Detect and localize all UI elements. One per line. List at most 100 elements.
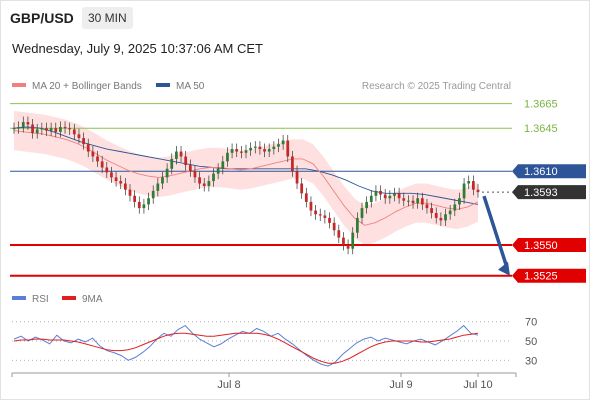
candle-body bbox=[207, 181, 211, 186]
candle-body bbox=[448, 210, 452, 215]
candle-body bbox=[119, 181, 123, 184]
legend-swatch bbox=[12, 83, 26, 88]
candle-body bbox=[72, 129, 76, 135]
timestamp: Wednesday, July 9, 2025 10:37:06 AM CET bbox=[12, 41, 263, 56]
candle-body bbox=[12, 128, 16, 130]
candle-body bbox=[360, 208, 364, 218]
candle-body bbox=[184, 156, 188, 166]
candle-body bbox=[444, 214, 447, 221]
candle-body bbox=[202, 183, 206, 186]
level-tag bbox=[512, 164, 586, 179]
rsi-tick-label: 30 bbox=[525, 355, 537, 367]
candle-body bbox=[170, 158, 174, 169]
candle-body bbox=[402, 198, 406, 201]
rsi-tick-label: 50 bbox=[525, 336, 537, 348]
candle-body bbox=[147, 198, 150, 205]
candle-body bbox=[425, 204, 429, 209]
rsi-series-rsi bbox=[13, 324, 479, 367]
candle-body bbox=[35, 129, 39, 134]
candle-body bbox=[286, 140, 290, 157]
candle-body bbox=[45, 128, 48, 131]
candle-body bbox=[161, 177, 164, 184]
legend-ma50: MA 50 bbox=[156, 81, 204, 92]
level-tag bbox=[512, 185, 586, 200]
candle-body bbox=[54, 128, 58, 132]
legend-swatch bbox=[12, 296, 26, 301]
candle-body bbox=[458, 198, 461, 205]
level-label: 1.3645 bbox=[524, 123, 558, 135]
candle-body bbox=[300, 183, 304, 194]
candle-body bbox=[383, 194, 387, 199]
candle-body bbox=[26, 122, 30, 125]
candle-body bbox=[63, 126, 67, 129]
credit-text: Research © 2025 Trading Central bbox=[361, 81, 511, 92]
candle-body bbox=[123, 183, 127, 190]
candle-body bbox=[17, 126, 21, 129]
candle-body bbox=[68, 128, 72, 130]
candle-body bbox=[462, 183, 466, 199]
candle-body bbox=[249, 147, 253, 151]
candle-body bbox=[212, 173, 215, 182]
candle-body bbox=[156, 183, 160, 191]
candle-body bbox=[193, 171, 197, 178]
legend-label: RSI bbox=[32, 294, 49, 305]
candle-body bbox=[77, 134, 81, 139]
candle-body bbox=[226, 152, 229, 162]
candle-body bbox=[128, 189, 132, 196]
legend-ma20: MA 20 + Bollinger Bands bbox=[12, 81, 142, 92]
candle-body bbox=[323, 215, 327, 218]
candle-body bbox=[369, 195, 373, 202]
candle-body bbox=[342, 237, 345, 245]
candle-body bbox=[277, 144, 280, 147]
candle-body bbox=[230, 149, 234, 153]
legend-label: MA 50 bbox=[176, 81, 205, 92]
candle-body bbox=[151, 190, 155, 199]
candle-body bbox=[281, 140, 285, 145]
candle-body bbox=[142, 204, 146, 209]
candle-body bbox=[420, 198, 424, 205]
candle-body bbox=[328, 217, 331, 223]
candle-body bbox=[239, 151, 243, 153]
candle-body bbox=[137, 201, 141, 209]
candle-body bbox=[110, 172, 113, 178]
candle-body bbox=[471, 181, 475, 190]
candle-body bbox=[114, 177, 118, 182]
candle-body bbox=[188, 165, 192, 172]
candle-body bbox=[365, 201, 369, 209]
candle-body bbox=[263, 149, 266, 152]
legend-label: MA 20 + Bollinger Bands bbox=[32, 81, 142, 92]
candle-body bbox=[133, 195, 137, 202]
candle-body bbox=[393, 193, 396, 196]
candle-body bbox=[221, 161, 225, 169]
candle-body bbox=[179, 151, 183, 157]
candle-body bbox=[416, 198, 420, 204]
candle-body bbox=[351, 232, 355, 249]
candle-body bbox=[100, 161, 104, 168]
timeframe-badge[interactable]: 30 MIN bbox=[82, 7, 133, 29]
candle-body bbox=[314, 210, 317, 215]
level-label: 1.3665 bbox=[524, 99, 558, 111]
ma50-line bbox=[13, 126, 479, 205]
candle-body bbox=[407, 200, 410, 202]
candle-body bbox=[40, 128, 44, 130]
candle-body bbox=[59, 126, 62, 132]
x-tick-label: Jul 8 bbox=[217, 379, 240, 391]
candle-body bbox=[267, 149, 271, 152]
level-label: 1.3550 bbox=[524, 240, 558, 252]
candle-body bbox=[272, 146, 276, 150]
candle-body bbox=[295, 171, 299, 184]
x-tick-label: Jul 10 bbox=[463, 379, 492, 391]
legend-label: 9MA bbox=[82, 294, 103, 305]
legend-swatch bbox=[62, 296, 76, 301]
x-tick-label: Jul 9 bbox=[389, 379, 412, 391]
level-label: 1.3525 bbox=[524, 271, 558, 283]
candle-body bbox=[397, 193, 401, 199]
legend-9ma: 9MA bbox=[62, 294, 103, 305]
candle-body bbox=[86, 144, 90, 152]
rsi-series-9ma bbox=[13, 332, 479, 364]
candle-body bbox=[21, 122, 25, 127]
candle-body bbox=[165, 168, 169, 178]
candle-body bbox=[439, 217, 443, 221]
level-label: 1.3593 bbox=[524, 187, 558, 199]
